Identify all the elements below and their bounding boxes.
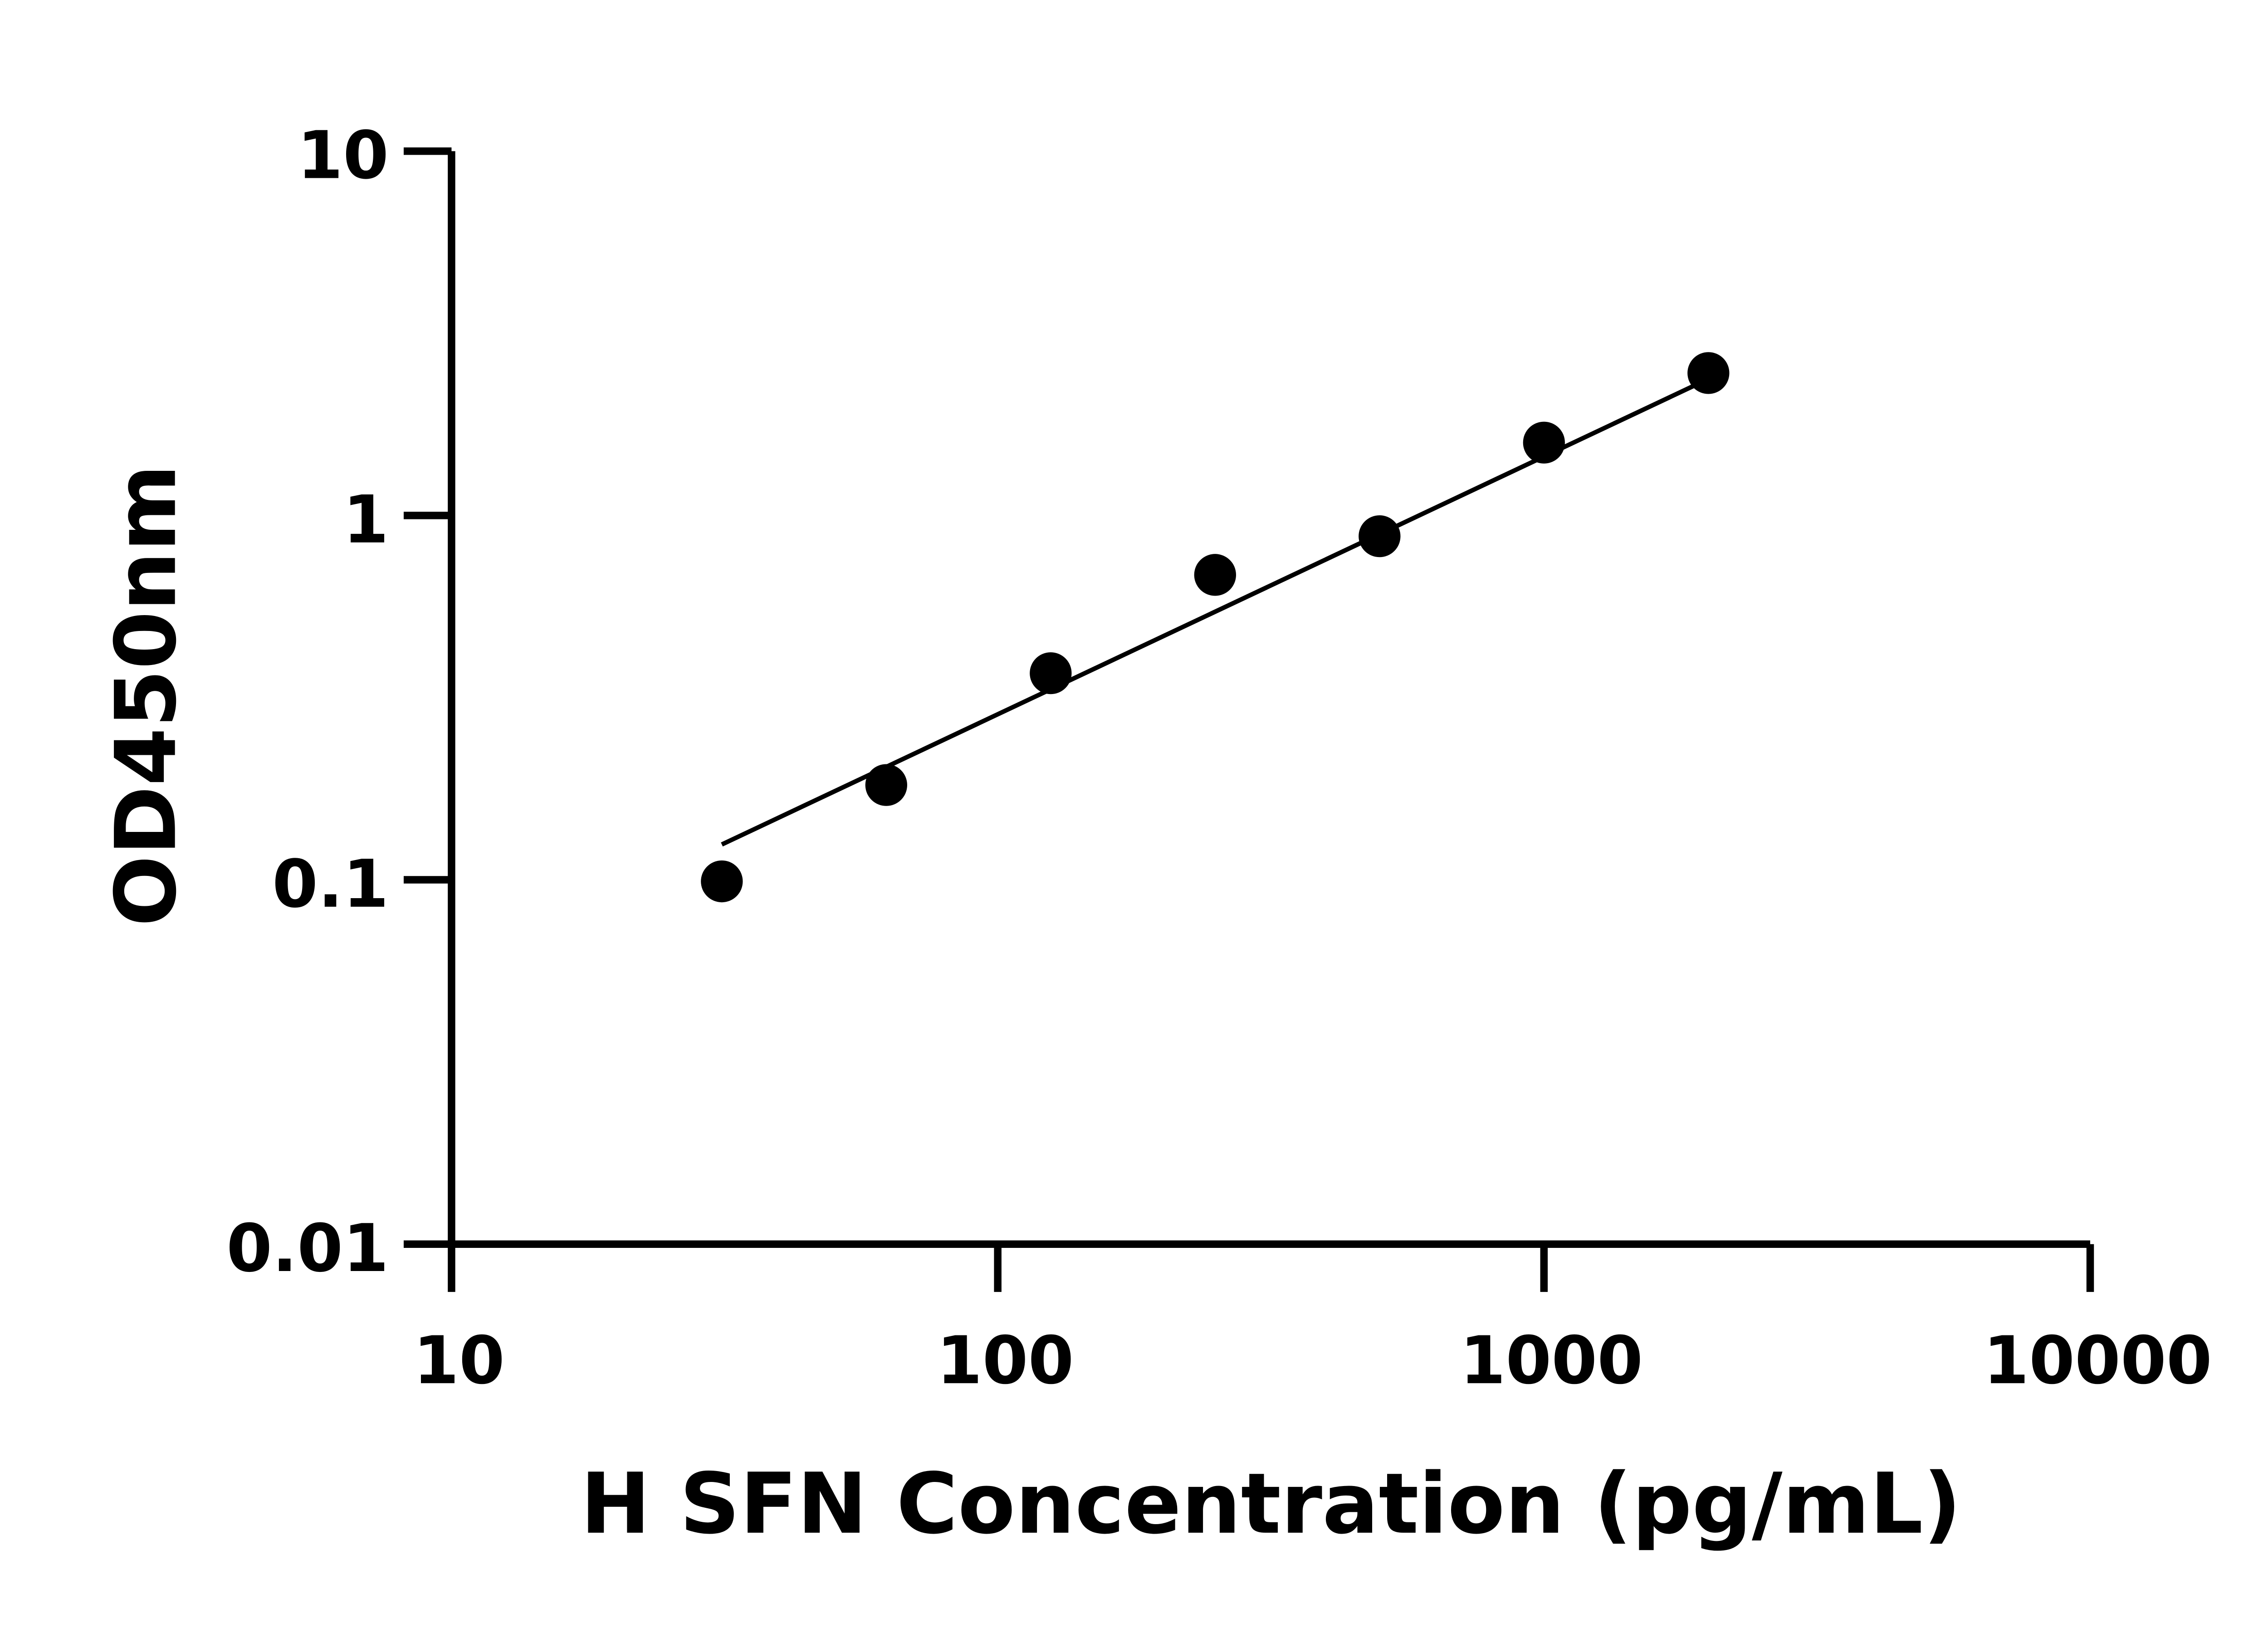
data-point [1359, 515, 1401, 557]
data-point [1523, 421, 1565, 464]
ticks: 10 100 1000 10000 0.01 0.1 1 10 [226, 117, 2212, 1399]
data-point [701, 860, 743, 903]
x-axis-label: H SFN Concentration (pg/mL) [581, 1455, 1961, 1553]
x-tick-label: 10000 [1983, 1322, 2212, 1399]
y-tick-label: 0.01 [226, 1210, 389, 1287]
data-point [1030, 652, 1072, 694]
data-point [1194, 554, 1236, 596]
data-point [865, 764, 907, 806]
y-tick-label: 0.1 [272, 846, 389, 923]
data-points [701, 352, 1730, 903]
y-tick-label: 10 [297, 117, 389, 194]
y-tick-label: 1 [343, 482, 389, 558]
x-tick-label: 1000 [1460, 1322, 1643, 1399]
y-axis-label: OD450nm [98, 464, 195, 926]
x-tick-label: 10 [413, 1322, 505, 1399]
x-tick-label: 100 [937, 1322, 1074, 1399]
data-point [1687, 352, 1730, 394]
axes [448, 151, 2091, 1248]
